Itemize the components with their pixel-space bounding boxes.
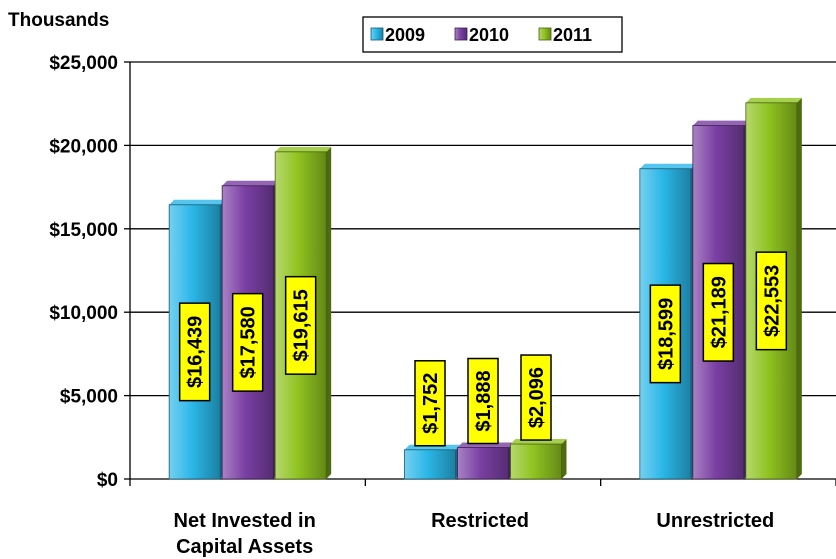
category-label: Unrestricted (656, 510, 774, 532)
bar-top (222, 180, 279, 186)
y-tick-label: $25,000 (49, 53, 118, 74)
data-label: $21,189 (702, 262, 735, 362)
data-label-text: $1,888 (473, 370, 495, 431)
data-label: $17,580 (231, 292, 264, 392)
data-label-box (284, 275, 317, 375)
data-label: $2,096 (520, 354, 552, 441)
bar-top (275, 146, 332, 152)
unit-label: Thousands (8, 10, 109, 31)
data-label: $1,752 (414, 360, 446, 447)
data-label-box (231, 292, 264, 392)
data-label-box (467, 357, 499, 445)
legend: 2009 2010 2011 (362, 16, 623, 53)
data-label-box (414, 360, 446, 447)
legend-label: 2011 (553, 25, 592, 45)
legend-label: 2010 (469, 25, 509, 45)
legend-swatch (538, 27, 552, 41)
bar-2010 (457, 447, 509, 480)
category-label: Restricted (431, 510, 529, 532)
legend-box (362, 16, 623, 53)
data-label-text: $2,096 (526, 367, 548, 428)
data-label-text: $19,615 (291, 289, 313, 361)
data-label: $1,888 (467, 357, 499, 445)
y-tick-label: $15,000 (49, 220, 118, 241)
category-label: Capital Assets (176, 536, 313, 558)
bar-side (326, 146, 332, 480)
bar-2011 (510, 443, 562, 480)
bar-side (796, 97, 802, 479)
data-label-box (755, 251, 788, 351)
data-label-box (178, 302, 211, 402)
y-tick-label: $0 (97, 470, 118, 491)
y-tick-label: $20,000 (49, 136, 118, 157)
bar-side (561, 439, 567, 479)
data-label-box (702, 262, 735, 362)
data-label: $22,553 (755, 251, 788, 351)
plot-area: $0 $5,000 $10,000 $15,000 $20,000 $25,000 $16,… (49, 53, 836, 558)
data-label: $16,439 (178, 302, 211, 402)
legend-swatch (370, 27, 384, 41)
data-label-text: $1,752 (420, 373, 442, 434)
category-label: Net Invested in (174, 510, 316, 532)
data-label-text: $18,599 (655, 298, 677, 370)
data-label-box (520, 354, 552, 441)
data-label-text: $17,580 (238, 306, 260, 378)
data-label-box (649, 284, 682, 384)
bar-top (692, 120, 749, 126)
bar-top (639, 163, 696, 169)
data-label: $18,599 (649, 284, 682, 384)
legend-swatch (454, 27, 468, 41)
data-label-text: $21,189 (708, 276, 730, 348)
data-label: $19,615 (284, 275, 317, 375)
bar-top (745, 97, 802, 103)
bar-top (169, 199, 226, 205)
y-tick-label: $10,000 (49, 303, 118, 324)
y-tick-label: $5,000 (60, 387, 118, 408)
bar-2009 (404, 449, 456, 480)
data-label-text: $22,553 (761, 265, 783, 337)
data-label-text: $16,439 (185, 316, 207, 388)
legend-label: 2009 (385, 25, 425, 45)
